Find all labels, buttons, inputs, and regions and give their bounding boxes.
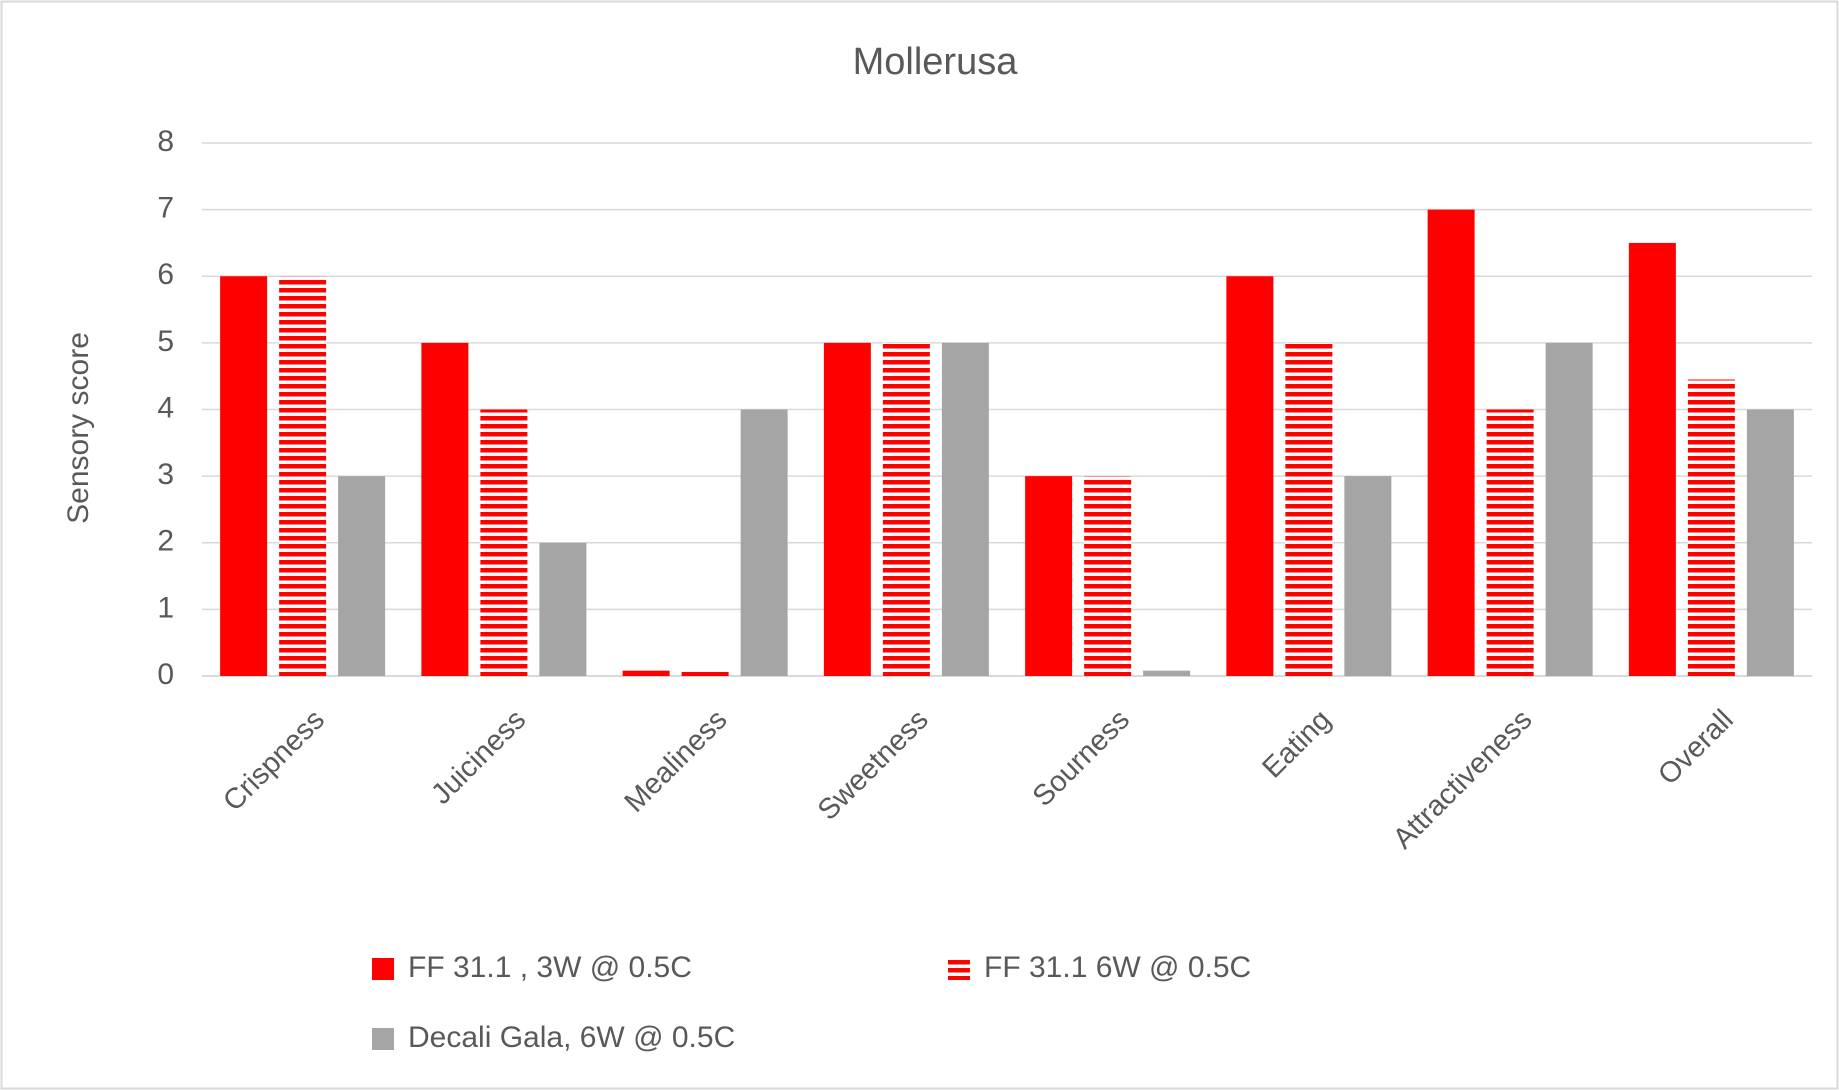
bar <box>1025 476 1073 676</box>
y-tick-label: 5 <box>157 325 174 358</box>
bar <box>279 276 327 676</box>
y-tick-label: 7 <box>157 192 174 225</box>
bar <box>480 409 528 676</box>
bar <box>681 670 729 676</box>
bar <box>1344 476 1392 676</box>
bar <box>1143 670 1191 676</box>
legend-swatch <box>372 958 394 980</box>
legend-swatch <box>372 1028 394 1050</box>
bar <box>1545 342 1593 676</box>
y-tick-label: 2 <box>157 525 174 558</box>
bar <box>1285 342 1333 676</box>
bar <box>1486 409 1534 676</box>
legend-label: FF 31.1 6W @ 0.5C <box>984 951 1251 984</box>
y-tick-label: 8 <box>157 125 174 158</box>
bar <box>882 342 930 676</box>
legend-label: Decali Gala, 6W @ 0.5C <box>408 1021 735 1054</box>
bar <box>1628 242 1676 676</box>
bar <box>539 542 587 676</box>
bar <box>740 409 788 676</box>
y-tick-label: 6 <box>157 258 174 291</box>
y-tick-label: 0 <box>157 658 174 691</box>
legend-swatch <box>948 958 970 980</box>
bar <box>1427 209 1475 676</box>
bar <box>421 342 469 676</box>
chart-title: Mollerusa <box>853 41 1019 83</box>
y-tick-label: 3 <box>157 458 174 491</box>
bar <box>941 342 989 676</box>
bar <box>622 670 670 676</box>
legend-label: FF 31.1 , 3W @ 0.5C <box>408 951 692 984</box>
bar <box>1687 379 1735 676</box>
bar <box>220 276 268 676</box>
y-axis-label: Sensory score <box>62 332 95 524</box>
bar <box>1226 276 1274 676</box>
bar <box>823 342 871 676</box>
y-tick-label: 4 <box>157 391 174 424</box>
y-tick-label: 1 <box>157 591 174 624</box>
bar <box>1084 476 1132 676</box>
bar <box>1746 409 1794 676</box>
bar <box>338 476 386 676</box>
